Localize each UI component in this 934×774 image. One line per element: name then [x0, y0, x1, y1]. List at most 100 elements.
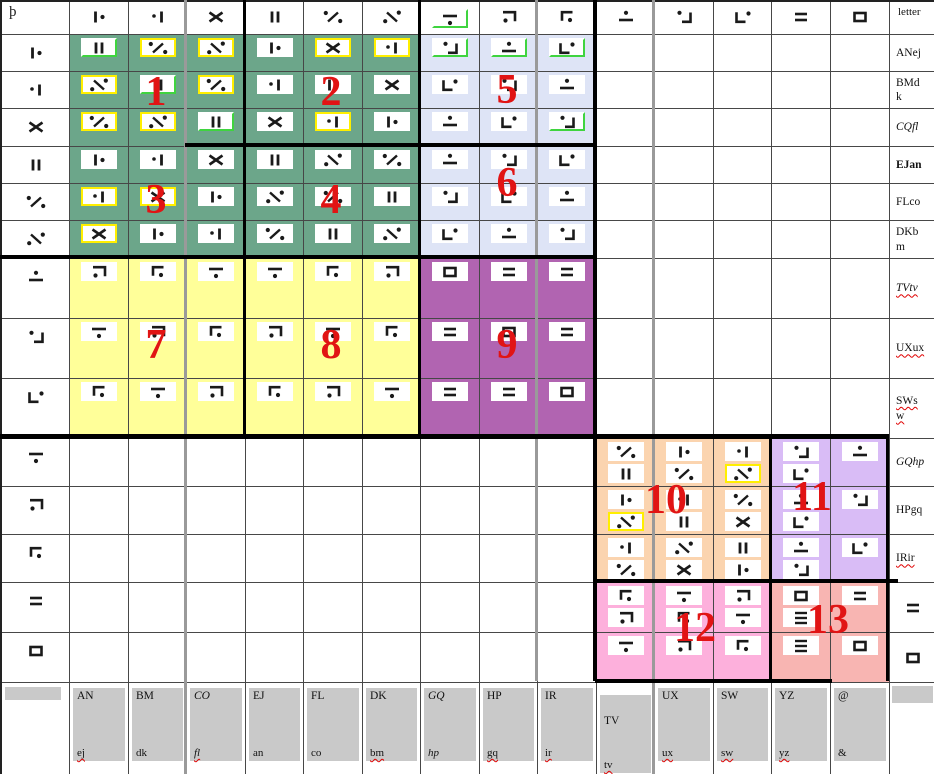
gray-fill	[541, 688, 593, 761]
table-cell	[655, 633, 714, 683]
table-cell	[480, 439, 538, 487]
table-cell	[538, 379, 597, 439]
table-cell	[480, 583, 538, 633]
glyph-box	[490, 150, 527, 169]
glyph-box	[81, 382, 117, 401]
glyph-box	[490, 224, 527, 243]
table-cell	[246, 259, 304, 319]
bar-dot-icon	[737, 564, 749, 575]
cross-icon	[208, 11, 224, 23]
column-header-cell	[538, 2, 597, 35]
backslash-dots-icon	[207, 41, 225, 54]
table-cell	[363, 184, 421, 221]
table-cell	[538, 439, 597, 487]
equals-icon	[29, 596, 42, 606]
equals-icon	[502, 267, 515, 276]
glyph-box	[198, 187, 234, 206]
table-cell	[363, 535, 421, 583]
block-number: 3	[145, 177, 167, 223]
glyph-box	[666, 560, 702, 579]
glyph-box	[607, 512, 644, 531]
corner-tr-dot-icon	[93, 265, 107, 278]
glyph-box	[373, 75, 410, 94]
gray-fill	[834, 688, 886, 761]
glyph-box	[432, 38, 468, 57]
bottom-label-cell: UX ux	[655, 683, 714, 774]
glyph-box	[549, 322, 585, 341]
glyph-box	[549, 75, 585, 94]
corner-tr-dot-icon	[678, 639, 692, 652]
glyph-box	[373, 262, 410, 281]
table-cell	[655, 439, 714, 487]
table-cell	[597, 583, 655, 633]
table-cell	[421, 259, 480, 319]
dot-hook-icon	[677, 10, 692, 24]
thick-rule	[595, 679, 832, 683]
glyph-box	[724, 442, 761, 461]
glyph-box	[724, 608, 761, 627]
dot-line-icon	[28, 270, 43, 282]
thick-rule	[418, 0, 421, 437]
cross-icon	[735, 515, 750, 528]
glyph-box	[373, 38, 410, 57]
table-cell	[538, 221, 597, 259]
cross-icon	[208, 153, 224, 166]
glyph-box	[666, 538, 702, 557]
corner-tr-dot-icon	[327, 385, 341, 398]
table-cell	[187, 35, 246, 72]
glyph-box	[198, 150, 234, 169]
column-header-cell	[70, 2, 129, 35]
bottom-label-cell: DK bm	[363, 683, 421, 774]
glyph-box	[607, 608, 644, 627]
equals-icon	[795, 12, 807, 22]
dot-line-icon	[501, 41, 516, 52]
column-pair-sublabel: bm	[370, 747, 385, 759]
table-cell	[129, 35, 187, 72]
glyph-box	[607, 442, 644, 461]
column-pair-sublabel: hp	[428, 747, 439, 759]
block-number: 5	[496, 67, 518, 113]
table-cell	[70, 379, 129, 439]
glyph-box	[432, 75, 468, 94]
table-cell	[538, 109, 597, 147]
corner-cell: þ	[2, 2, 70, 35]
block-number: 8	[320, 322, 342, 368]
table-cell	[714, 147, 772, 184]
column-header-cell	[421, 2, 480, 35]
glyph-box	[549, 112, 585, 131]
glyph-box	[315, 150, 351, 169]
letter-label: BMd k	[890, 72, 934, 109]
dot-hook-icon	[501, 78, 517, 91]
table-cell	[831, 109, 890, 147]
table-cell	[538, 319, 597, 379]
glyph-box	[373, 382, 410, 401]
bottom-label-cell: CO fl	[187, 683, 246, 774]
table-cell	[70, 319, 129, 379]
glyph-box	[842, 442, 878, 461]
glyph-box	[256, 38, 293, 57]
table-cell	[129, 583, 187, 633]
table-cell	[187, 379, 246, 439]
glyph-box	[783, 512, 819, 531]
column-pair-label: GQ	[428, 690, 445, 702]
corner-tr-dot-icon	[736, 589, 750, 602]
dot-hook-icon	[443, 41, 458, 54]
glyph-box	[666, 464, 702, 483]
table-cell	[246, 379, 304, 439]
table-cell	[831, 633, 890, 683]
table-cell	[597, 72, 655, 109]
glyph-box	[432, 262, 468, 281]
table-cell	[538, 633, 597, 683]
glyph-box	[549, 382, 585, 401]
glyph-box	[432, 9, 468, 28]
glyph-box	[315, 112, 351, 131]
dot-line-icon	[443, 115, 457, 126]
row-header-cell	[2, 72, 70, 109]
corner-tl-dot-icon	[560, 10, 573, 23]
glyph-box	[607, 464, 644, 483]
glyph-box	[783, 464, 819, 483]
dot-hook-icon	[560, 115, 575, 128]
table-cell	[772, 72, 831, 109]
table-cell	[655, 147, 714, 184]
cross-icon	[150, 190, 165, 203]
